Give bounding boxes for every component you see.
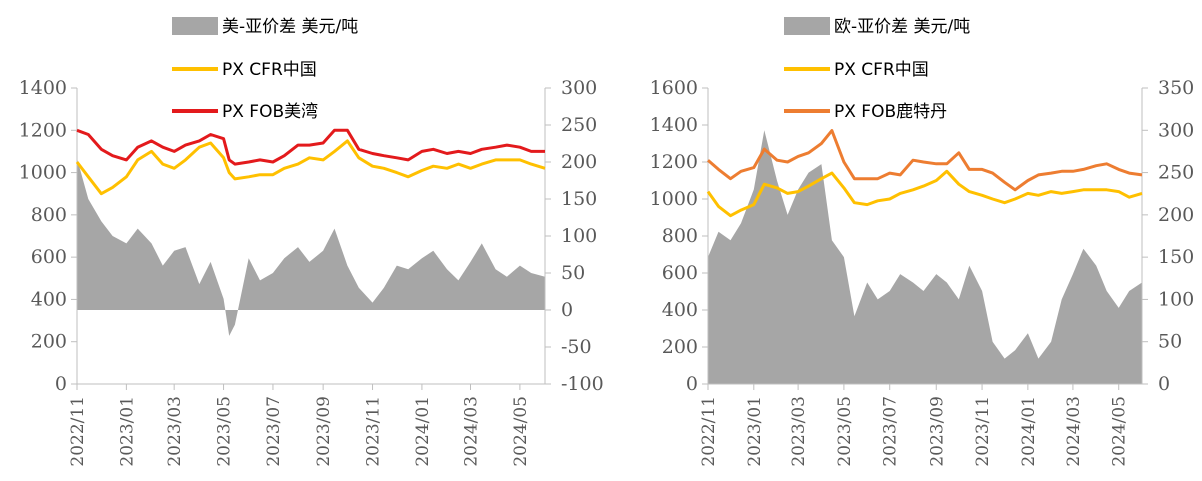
x-tick-label: 2023/11 [973, 396, 993, 467]
right-tick-label: 0 [1158, 373, 1170, 395]
x-tick-label: 2023/01 [745, 396, 765, 467]
right-tick-label: 150 [1158, 246, 1194, 268]
x-tick-label: 2024/05 [511, 396, 531, 467]
legend-swatch-area [172, 17, 218, 35]
left-tick-label: 800 [31, 204, 67, 226]
left-tick-label: 200 [662, 336, 698, 358]
right-tick-label: 100 [1158, 288, 1194, 310]
left-tick-label: 0 [686, 373, 698, 395]
legend-item-2: PX CFR中国 [172, 60, 317, 80]
left-tick-label: 1200 [650, 151, 698, 173]
right-tick-label: 300 [1158, 119, 1194, 141]
x-tick-label: 2023/11 [364, 396, 384, 467]
right-tick-label: 350 [1158, 77, 1194, 99]
legend-item-1: 美-亚价差 美元/吨 [172, 17, 358, 37]
legend-label: 欧-亚价差 美元/吨 [834, 17, 970, 37]
x-tick-label: 2023/09 [314, 396, 334, 467]
legend-item-3: PX FOB美湾 [172, 102, 318, 122]
left-tick-label: 1400 [19, 77, 67, 99]
x-tick-label: 2024/03 [462, 396, 482, 467]
x-tick-label: 2023/09 [927, 396, 947, 467]
x-tick-label: 2022/11 [68, 396, 88, 467]
area-series-1 [708, 130, 1142, 384]
x-tick-label: 2023/05 [835, 396, 855, 467]
left-tick-label: 800 [662, 225, 698, 247]
left-tick-label: 0 [55, 373, 67, 395]
left-tick-label: 1000 [19, 162, 67, 184]
x-tick-label: 2022/11 [699, 396, 719, 467]
right-tick-label: 50 [561, 262, 585, 284]
right-tick-label: 150 [561, 188, 597, 210]
legend-label: PX CFR中国 [222, 60, 317, 80]
legend-label: 美-亚价差 美元/吨 [222, 17, 358, 37]
right-tick-label: 50 [1158, 331, 1182, 353]
left-tick-label: 1600 [650, 77, 698, 99]
right-tick-label: -100 [561, 373, 604, 395]
right-tick-label: 300 [561, 77, 597, 99]
right-tick-label: -50 [561, 336, 592, 358]
line-series-2 [77, 141, 545, 194]
chart-2: 0 200 400 600 800 1000 1200 1400 1600 0 50 100 150 20… [650, 17, 1195, 467]
x-tick-label: 2024/03 [1064, 396, 1084, 467]
legend-swatch-area [784, 17, 830, 35]
x-tick-label: 2023/07 [881, 396, 901, 467]
legend-label: PX FOB美湾 [222, 102, 318, 122]
right-tick-label: 200 [561, 151, 597, 173]
left-tick-label: 200 [31, 331, 67, 353]
left-tick-label: 1400 [650, 114, 698, 136]
area-series-1 [77, 158, 545, 336]
legend-item-2: PX CFR中国 [784, 60, 929, 80]
x-tick-label: 2024/05 [1110, 396, 1130, 467]
chart-1: 0 200 400 600 800 1000 1200 1400 -100 -50 0 50 100 15… [19, 17, 604, 467]
left-tick-label: 1200 [19, 119, 67, 141]
left-tick-label: 400 [662, 299, 698, 321]
right-tick-label: 250 [561, 114, 597, 136]
legend-item-3: PX FOB鹿特丹 [784, 102, 947, 122]
legend-item-1: 欧-亚价差 美元/吨 [784, 17, 970, 37]
right-tick-label: 0 [561, 299, 573, 321]
right-tick-label: 250 [1158, 162, 1194, 184]
left-tick-label: 600 [662, 262, 698, 284]
x-tick-label: 2023/01 [117, 396, 137, 467]
x-tick-label: 2023/03 [789, 396, 809, 467]
left-tick-label: 1000 [650, 188, 698, 210]
legend-label: PX FOB鹿特丹 [834, 102, 947, 122]
x-tick-label: 2024/01 [413, 396, 433, 467]
right-tick-label: 200 [1158, 204, 1194, 226]
x-tick-label: 2023/05 [215, 396, 235, 467]
left-tick-label: 400 [31, 288, 67, 310]
x-tick-label: 2023/07 [264, 396, 284, 467]
left-tick-label: 600 [31, 246, 67, 268]
legend-label: PX CFR中国 [834, 60, 929, 80]
right-tick-label: 100 [561, 225, 597, 247]
x-tick-label: 2023/03 [165, 396, 185, 467]
x-tick-label: 2024/01 [1019, 396, 1039, 467]
